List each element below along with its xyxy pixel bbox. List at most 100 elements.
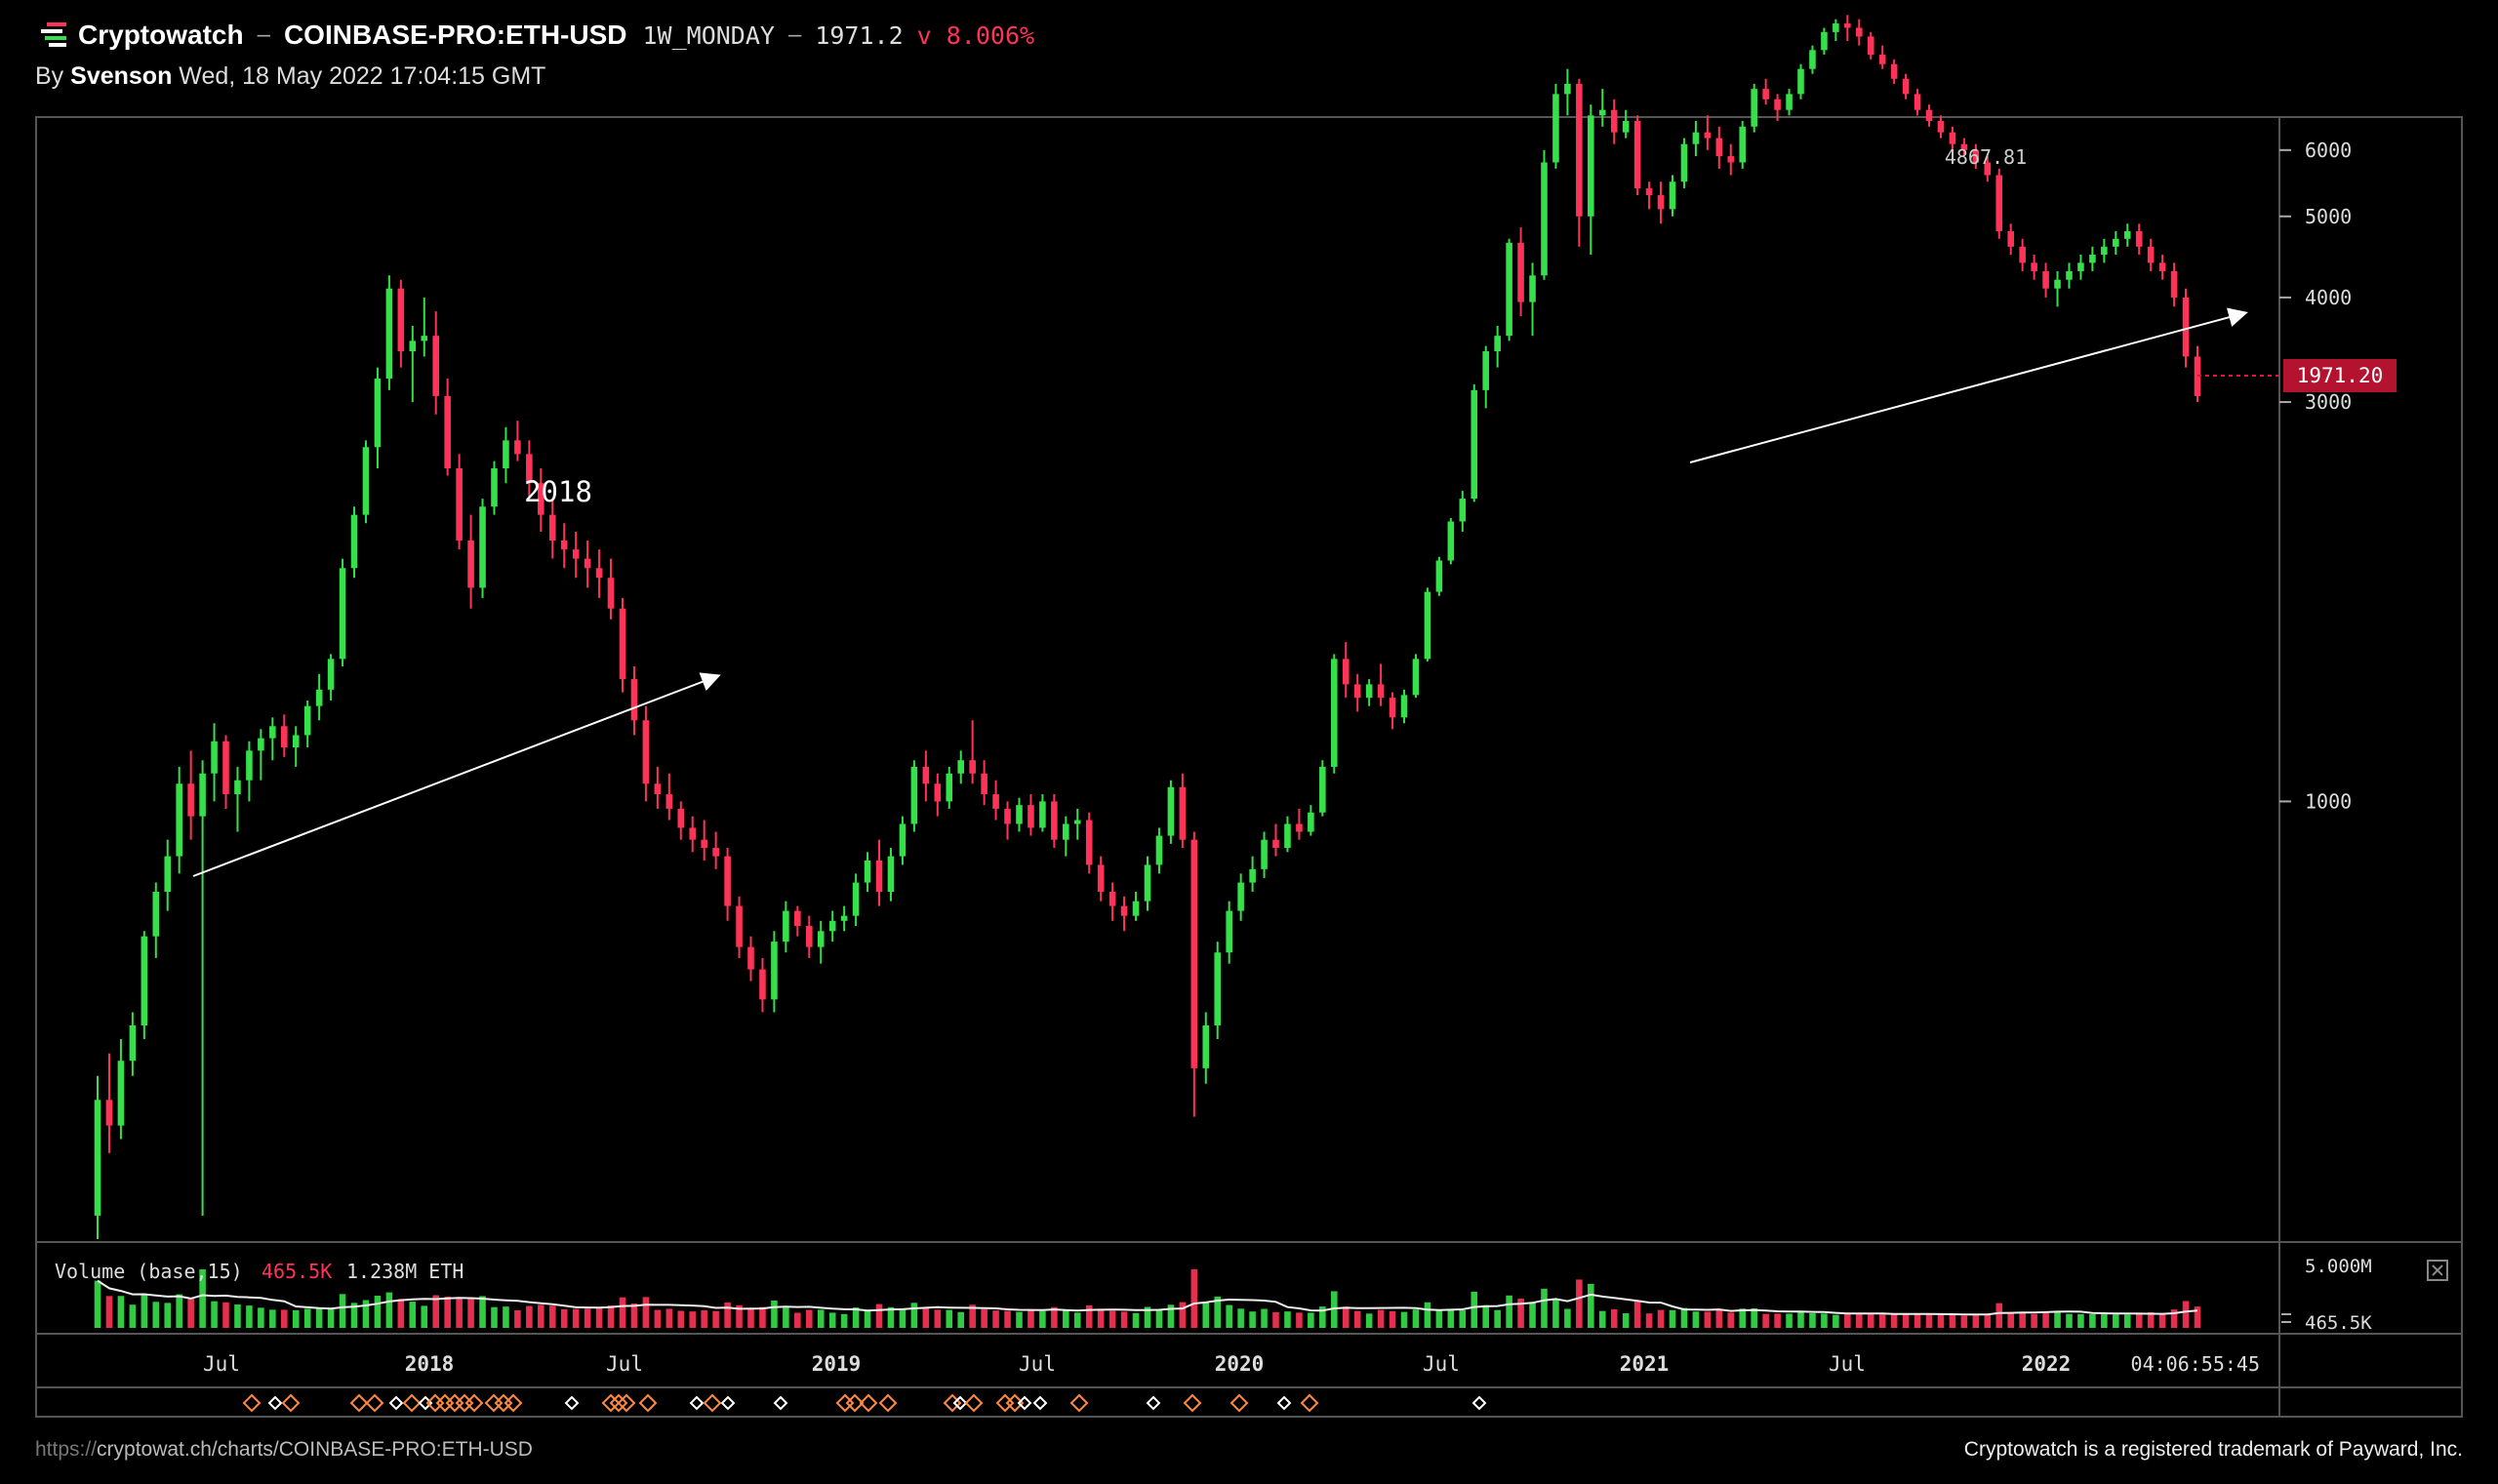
- event-marker-icon: [349, 1393, 369, 1413]
- time-tick-label: Jul: [1019, 1352, 1056, 1376]
- candle: [1167, 780, 1175, 844]
- candle-body: [292, 735, 300, 748]
- volume-bar: [1272, 1311, 1279, 1328]
- time-tick-label: 2019: [812, 1352, 862, 1376]
- candle-body: [141, 936, 148, 1025]
- candle: [817, 920, 825, 964]
- candle-body: [1342, 659, 1350, 685]
- volume-bar: [1727, 1312, 1735, 1328]
- candle-body: [1459, 499, 1467, 522]
- volume-bar: [187, 1298, 194, 1328]
- trendline-2018[interactable]: [192, 672, 721, 877]
- volume-bar: [2113, 1314, 2119, 1328]
- candle: [1984, 156, 1992, 182]
- volume-bar: [1261, 1308, 1268, 1328]
- volume-bar: [1447, 1308, 1455, 1328]
- candle-body: [1202, 1024, 1210, 1068]
- candle-body: [1821, 31, 1828, 51]
- market-pair[interactable]: COINBASE-PRO:ETH-USD: [283, 20, 627, 50]
- candle-body: [595, 568, 603, 579]
- candle-body: [677, 808, 685, 828]
- event-marker-icon: [878, 1393, 898, 1413]
- volume-bar: [1797, 1311, 1804, 1328]
- volume-bar: [840, 1313, 848, 1328]
- candle: [548, 499, 556, 559]
- candle: [665, 773, 673, 821]
- event-marker-icon: [504, 1393, 523, 1413]
- candle-body: [630, 679, 638, 721]
- candle-body: [1960, 143, 1968, 150]
- candle-body: [1144, 864, 1151, 902]
- candle-body: [1120, 905, 1128, 916]
- candle-body: [2066, 270, 2073, 280]
- candle-body: [1925, 109, 1933, 121]
- candle: [315, 673, 323, 721]
- candle: [2031, 255, 2037, 280]
- volume-bar: [1319, 1306, 1326, 1328]
- brand[interactable]: Cryptowatch: [37, 19, 244, 52]
- volume-bar: [350, 1303, 358, 1328]
- candle: [350, 506, 358, 579]
- candle: [771, 931, 778, 1013]
- volume-bar: [1237, 1308, 1244, 1328]
- candle: [491, 461, 498, 515]
- event-marker-icon: [995, 1393, 1015, 1413]
- volume-bar: [584, 1308, 591, 1328]
- candle: [1762, 78, 1769, 105]
- event-marker-icon: [445, 1393, 464, 1413]
- interval[interactable]: 1W_MONDAY: [642, 20, 775, 50]
- volume-bar: [1073, 1312, 1081, 1328]
- candle: [1459, 491, 1467, 532]
- volume-tick-current: 465.5K: [2305, 1312, 2372, 1334]
- volume-bar: [2019, 1311, 2026, 1328]
- candle-body: [1471, 389, 1478, 500]
- candle-body: [421, 336, 428, 341]
- volume-bar: [899, 1307, 907, 1328]
- volume-bar: [642, 1297, 650, 1328]
- candle: [1202, 1012, 1210, 1084]
- candle: [806, 915, 813, 958]
- candle-body: [432, 336, 439, 396]
- candle: [910, 760, 918, 832]
- volume-bar: [199, 1269, 206, 1328]
- volume-bar: [1296, 1312, 1303, 1328]
- candle: [1179, 773, 1187, 849]
- candle: [1085, 812, 1093, 874]
- candle-body: [759, 969, 766, 1000]
- candle: [2101, 238, 2108, 263]
- trendline-2021[interactable]: [1689, 307, 2248, 463]
- event-marker-icon: [564, 1395, 580, 1411]
- close-volume-icon[interactable]: [2427, 1260, 2448, 1281]
- candle-body: [526, 454, 533, 484]
- candle: [2135, 223, 2143, 256]
- candle-body: [1576, 83, 1583, 217]
- candle: [1739, 121, 1747, 169]
- volume-bar: [619, 1297, 626, 1328]
- candle-body: [187, 783, 194, 817]
- candle: [607, 558, 615, 620]
- candle-body: [1016, 805, 1023, 824]
- candle: [374, 367, 382, 469]
- volume-bar: [141, 1294, 148, 1328]
- candle-body: [1949, 132, 1956, 144]
- volume-bar: [1844, 1313, 1851, 1328]
- volume-bar: [1249, 1311, 1256, 1328]
- candle: [1237, 873, 1244, 921]
- candle-body: [2135, 230, 2143, 247]
- volume-bar: [864, 1310, 871, 1328]
- volume-bar: [1412, 1309, 1420, 1328]
- candle: [934, 773, 942, 817]
- chart-url[interactable]: https://cryptowat.ch/charts/COINBASE-PRO…: [35, 1438, 533, 1462]
- candle: [736, 896, 743, 958]
- author-name[interactable]: Svenson: [70, 62, 173, 90]
- candle-body: [1633, 121, 1641, 189]
- volume-bar: [1529, 1302, 1536, 1328]
- candle: [1435, 556, 1443, 596]
- candle-body: [1692, 132, 1700, 144]
- candle: [1261, 831, 1268, 878]
- candle: [538, 468, 544, 532]
- volume-bar: [1190, 1269, 1198, 1328]
- candle-body: [1412, 659, 1420, 696]
- candle-body: [736, 905, 743, 947]
